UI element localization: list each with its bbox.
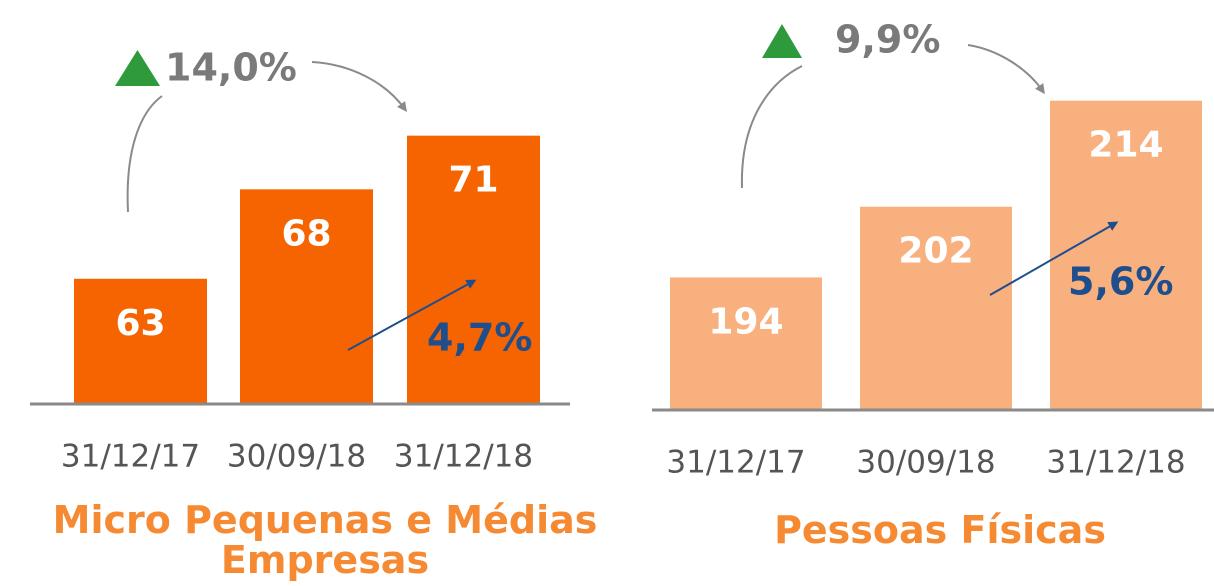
growth-arc — [740, 65, 803, 189]
growth-label: 14,0% — [165, 46, 297, 90]
value-label: 202 — [898, 231, 973, 272]
growth-arc — [311, 61, 407, 113]
x-tick-label: 31/12/18 — [1046, 445, 1185, 481]
growth-arrow — [347, 279, 477, 351]
x-tick-label: 31/12/18 — [394, 439, 533, 475]
up-triangle — [762, 24, 802, 58]
up-triangle — [115, 50, 160, 86]
growth-label: 4,7% — [427, 316, 532, 360]
value-label: 63 — [115, 303, 165, 344]
bar — [74, 278, 207, 404]
bar — [240, 189, 373, 404]
value-label: 71 — [448, 160, 498, 201]
value-label: 68 — [281, 213, 331, 254]
chart-title: Micro Pequenas e Médias Empresas — [52, 498, 598, 582]
x-tick-label: 30/09/18 — [227, 439, 366, 475]
x-tick-label: 31/12/17 — [666, 445, 805, 481]
x-tick-label: 30/09/18 — [856, 445, 995, 481]
growth-arc — [126, 95, 163, 213]
bar — [670, 277, 822, 410]
bar — [1050, 100, 1202, 410]
growth-arrow — [989, 221, 1119, 296]
value-label: 214 — [1088, 125, 1163, 166]
growth-label: 5,6% — [1068, 260, 1173, 304]
chart-title: Pessoas Físicas — [774, 508, 1106, 552]
growth-label: 9,9% — [835, 18, 940, 62]
growth-arc — [967, 44, 1045, 95]
x-tick-label: 31/12/17 — [61, 439, 200, 475]
bar — [860, 206, 1012, 410]
bar — [407, 135, 540, 404]
value-label: 194 — [708, 301, 783, 342]
